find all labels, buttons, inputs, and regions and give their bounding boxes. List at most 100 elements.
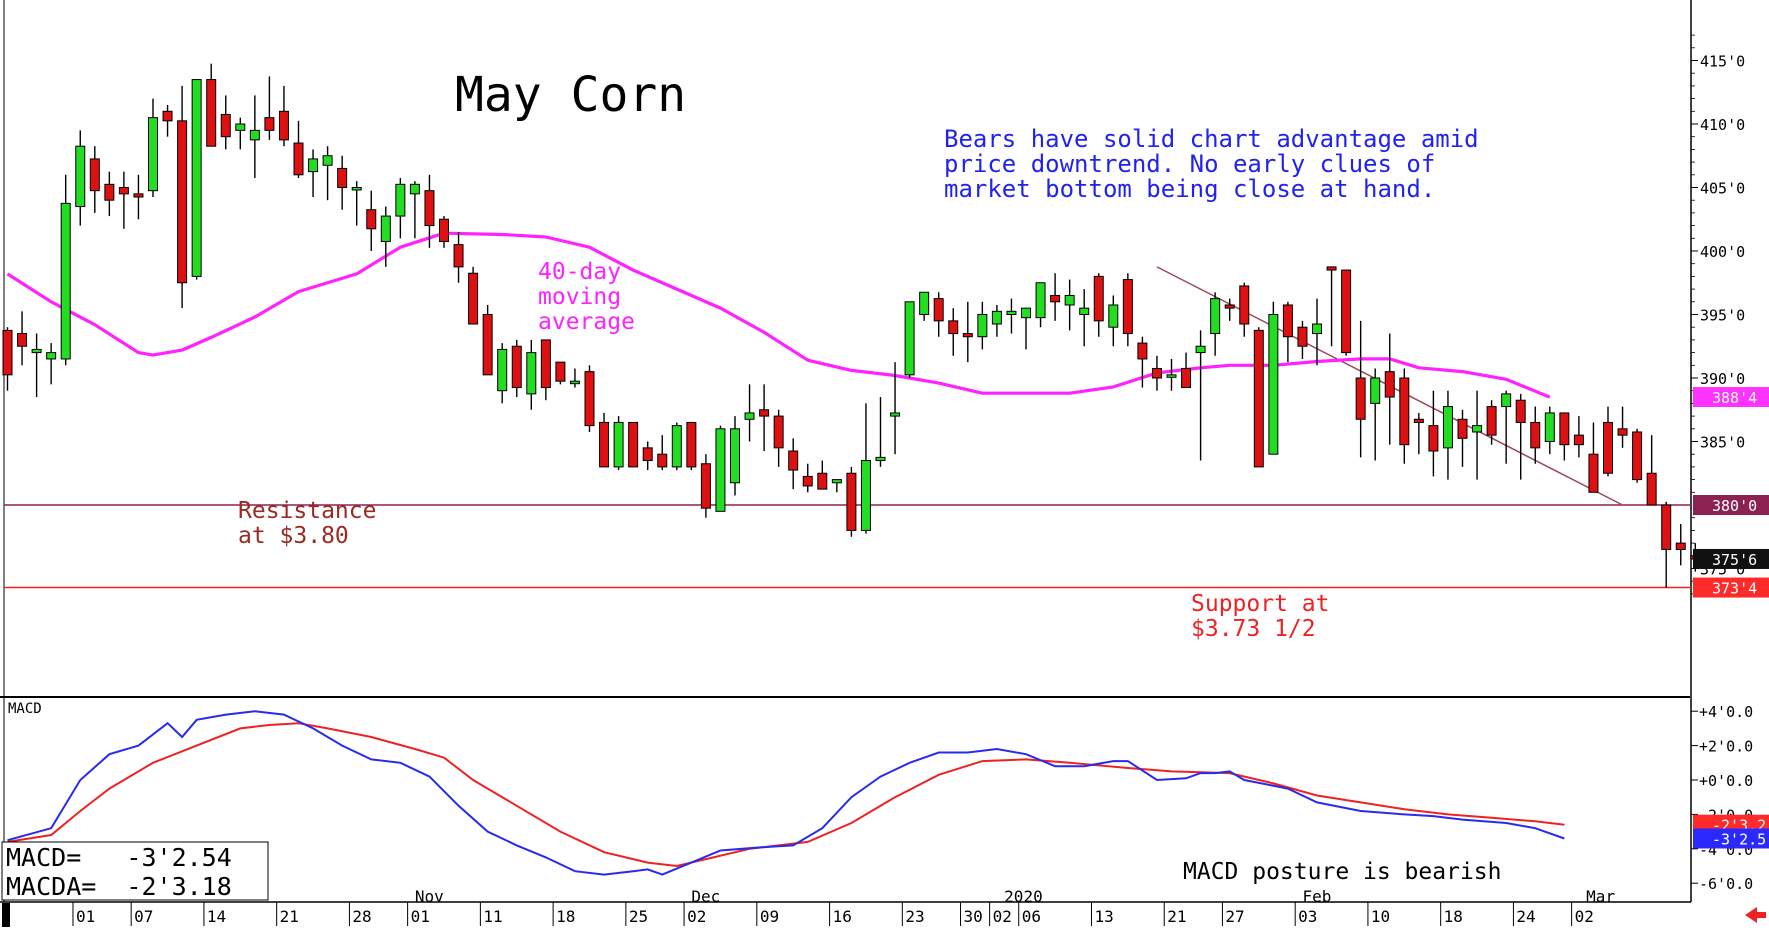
- date-label: 07: [134, 907, 153, 926]
- candle: [453, 231, 464, 283]
- candle-body-up: [148, 117, 158, 192]
- date-label: 02: [1575, 907, 1594, 926]
- candle: [424, 174, 435, 248]
- candle-body-up: [1501, 393, 1512, 408]
- candle: [1108, 295, 1119, 347]
- candle-body-down: [1384, 371, 1395, 398]
- price-tick-label: 410'0: [1700, 116, 1745, 134]
- candle: [133, 174, 144, 220]
- date-label: 02: [687, 907, 706, 926]
- candle: [162, 104, 173, 137]
- candle-body-down: [555, 361, 566, 382]
- resistance-label-line-1: Resistance: [238, 498, 376, 524]
- candle-body-down: [599, 421, 610, 468]
- candle: [1588, 422, 1599, 493]
- candle-body-down: [1603, 421, 1613, 474]
- candle-body-down: [337, 167, 348, 188]
- price-tick-label: 385'0: [1700, 434, 1745, 452]
- candle: [191, 79, 202, 280]
- scroll-left-arrow-icon[interactable]: [1745, 907, 1766, 923]
- candle: [1355, 320, 1366, 458]
- price-badge: 380'0: [1712, 497, 1757, 515]
- candle: [730, 416, 740, 496]
- price-badge-bg: [1693, 495, 1769, 515]
- candle: [1384, 333, 1395, 445]
- candle-body-up: [1210, 298, 1221, 335]
- candle: [860, 403, 871, 534]
- candle-body-up: [1006, 310, 1017, 316]
- candle: [1326, 266, 1337, 347]
- price-badge-bg: [1693, 577, 1769, 598]
- candle-body-down: [1413, 418, 1424, 423]
- candle-body-down: [220, 113, 231, 138]
- candle: [118, 171, 129, 229]
- candle-body-down: [1122, 279, 1133, 335]
- candle: [409, 181, 420, 239]
- scroll-left-handle[interactable]: [2, 903, 10, 927]
- candle: [220, 95, 231, 150]
- candle: [686, 421, 697, 471]
- macda-readout: MACDA= -2'3.18: [6, 872, 232, 901]
- price-tick-label: 415'0: [1700, 53, 1745, 71]
- candle: [60, 174, 71, 366]
- date-label: 14: [207, 907, 226, 926]
- date-label: 11: [483, 907, 502, 926]
- candle: [700, 454, 711, 518]
- candle: [1021, 307, 1031, 350]
- candle: [89, 146, 100, 213]
- candle: [671, 422, 682, 471]
- candle: [1224, 298, 1235, 321]
- candle-body-up: [1442, 406, 1453, 449]
- candle-body-down: [1646, 472, 1657, 506]
- price-badge: 375'6: [1712, 551, 1757, 569]
- candle-body-down: [439, 218, 449, 242]
- ma-label-line-2: moving: [538, 284, 621, 310]
- date-axis-labels: 01 07 14 21 28 01 11 18 25 02 09 16 23 30 02 06 13 21 27 03…: [72, 887, 1615, 926]
- candle: [264, 76, 275, 140]
- candle: [1646, 435, 1657, 506]
- candle-body-up: [308, 158, 319, 173]
- chart-title: May Corn: [455, 67, 686, 123]
- macd-tick-label: +4'0.0: [1699, 703, 1753, 721]
- candle-body-up: [1108, 304, 1119, 328]
- candle-body-down: [1297, 326, 1308, 347]
- commentary-line-3: market bottom being close at hand.: [944, 175, 1435, 203]
- candle: [322, 146, 333, 201]
- moving-average-line: [6, 231, 1551, 399]
- macd-line: [7, 710, 1565, 876]
- candle: [1035, 282, 1046, 328]
- chart-frame: [0, 0, 1692, 903]
- candle-body-down: [424, 190, 435, 227]
- candle: [308, 149, 319, 198]
- price-badge: 388'4: [1712, 389, 1757, 407]
- price-tick-label: 400'0: [1700, 243, 1745, 261]
- date-label: 01: [76, 907, 95, 926]
- ma-label-line-3: average: [538, 309, 635, 335]
- month-label: Mar: [1586, 887, 1615, 906]
- candle: [17, 311, 28, 366]
- date-label: 02: [993, 907, 1012, 926]
- macd-note: MACD posture is bearish: [1183, 859, 1502, 885]
- candle: [31, 333, 42, 398]
- candle-body-up: [322, 155, 333, 166]
- resistance-label-line-2: at $3.80: [238, 523, 349, 549]
- price-badge-bg: [1693, 548, 1769, 569]
- candle: [148, 98, 158, 198]
- date-label: 28: [352, 907, 371, 926]
- price-tick-label: 395'0: [1700, 307, 1745, 325]
- candle-body-up: [890, 412, 901, 417]
- candle: [1442, 390, 1453, 480]
- candle: [482, 304, 493, 376]
- candle: [1064, 279, 1075, 331]
- candle: [875, 397, 886, 467]
- candle: [1210, 292, 1221, 356]
- candle: [1603, 406, 1613, 477]
- candle-body-down: [17, 333, 28, 347]
- candle: [75, 130, 86, 226]
- price-badge-bg: [1693, 387, 1769, 408]
- macd-badge-bg: [1693, 828, 1769, 849]
- candle: [497, 343, 508, 404]
- candle-body-up: [395, 183, 406, 217]
- candle: [1137, 336, 1148, 388]
